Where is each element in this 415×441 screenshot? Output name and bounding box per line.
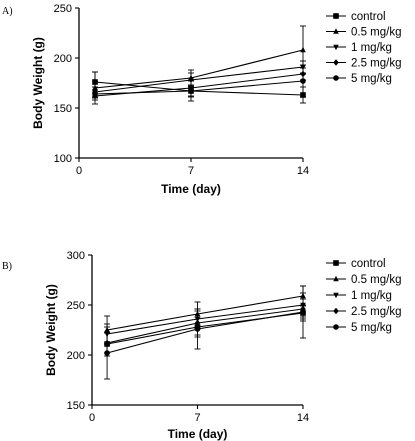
legend-label: 5 mg/kg <box>351 73 392 85</box>
legend-label: 2.5 mg/kg <box>351 58 402 70</box>
data-series <box>104 285 306 345</box>
legend-label: control <box>351 258 386 270</box>
legend-marker <box>333 275 339 282</box>
legend-marker <box>333 260 339 266</box>
legend-marker <box>333 28 339 34</box>
series-line <box>94 49 304 89</box>
legend-marker <box>333 75 339 81</box>
legend-entry: 2.5 mg/kg <box>326 306 402 318</box>
legend-entry: 1 mg/kg <box>326 42 392 54</box>
y-tick-label: 200 <box>67 350 85 362</box>
series-line <box>94 66 304 93</box>
legend-entry: 5 mg/kg <box>326 322 392 334</box>
legend-entry: 0.5 mg/kg <box>326 27 402 39</box>
legend-entry: control <box>326 258 386 270</box>
y-tick-label: 200 <box>54 53 72 65</box>
legend-entry: 2.5 mg/kg <box>326 58 402 70</box>
chart-panel-1: A) 100 150 200 250 0 7 14 Time (day) Body Weight … <box>2 3 402 196</box>
x-tick-label: 14 <box>297 165 309 177</box>
legend-label: 1 mg/kg <box>351 290 392 302</box>
x-tick-label: 14 <box>297 412 309 424</box>
legend-marker <box>333 44 339 51</box>
y-axis-title: Body Weight (g) <box>31 37 45 129</box>
legend-label: 1 mg/kg <box>351 42 392 54</box>
data-series <box>92 25 306 105</box>
data-point <box>300 78 306 84</box>
legend-label: control <box>351 11 386 23</box>
x-tick-label: 7 <box>194 412 200 424</box>
y-tick-label: 150 <box>67 400 85 412</box>
data-point <box>300 309 306 315</box>
panel-label: A) <box>2 6 13 17</box>
legend-entry: 0.5 mg/kg <box>326 274 402 286</box>
x-tick-label: 7 <box>188 165 194 177</box>
legend-label: 0.5 mg/kg <box>351 274 402 286</box>
legend-entry: 5 mg/kg <box>326 73 392 85</box>
legend-marker <box>333 307 339 315</box>
data-point <box>300 46 306 53</box>
legend-label: 5 mg/kg <box>351 322 392 334</box>
legend-entry: 1 mg/kg <box>326 290 392 302</box>
y-axis-title: Body Weight (g) <box>44 284 58 376</box>
y-tick-label: 250 <box>67 300 85 312</box>
data-point <box>194 326 201 332</box>
panel-label: B) <box>2 261 12 272</box>
y-tick-label: 150 <box>54 103 72 115</box>
y-tick-label: 300 <box>67 250 85 262</box>
x-axis-title: Time (day) <box>161 182 221 196</box>
x-tick-label: 0 <box>89 412 95 424</box>
data-point <box>92 91 98 97</box>
x-axis-title: Time (day) <box>168 427 228 441</box>
legend-label: 2.5 mg/kg <box>351 306 402 318</box>
legend-entry: control <box>326 11 386 23</box>
legend-label: 0.5 mg/kg <box>351 27 402 39</box>
data-series <box>92 64 306 102</box>
chart-panel-2: B) 150 200 250 300 0 7 14 Time (day) Body Weight … <box>2 250 402 441</box>
x-tick-label: 0 <box>76 165 82 177</box>
legend-marker <box>333 13 339 19</box>
data-point <box>104 350 110 356</box>
data-series <box>104 285 306 380</box>
data-point <box>188 88 194 94</box>
y-tick-label: 250 <box>54 3 72 15</box>
legend-marker <box>333 324 339 330</box>
series-line <box>106 304 304 335</box>
y-tick-label: 100 <box>54 153 72 165</box>
legend-marker <box>333 59 339 66</box>
legend-marker <box>333 292 339 299</box>
